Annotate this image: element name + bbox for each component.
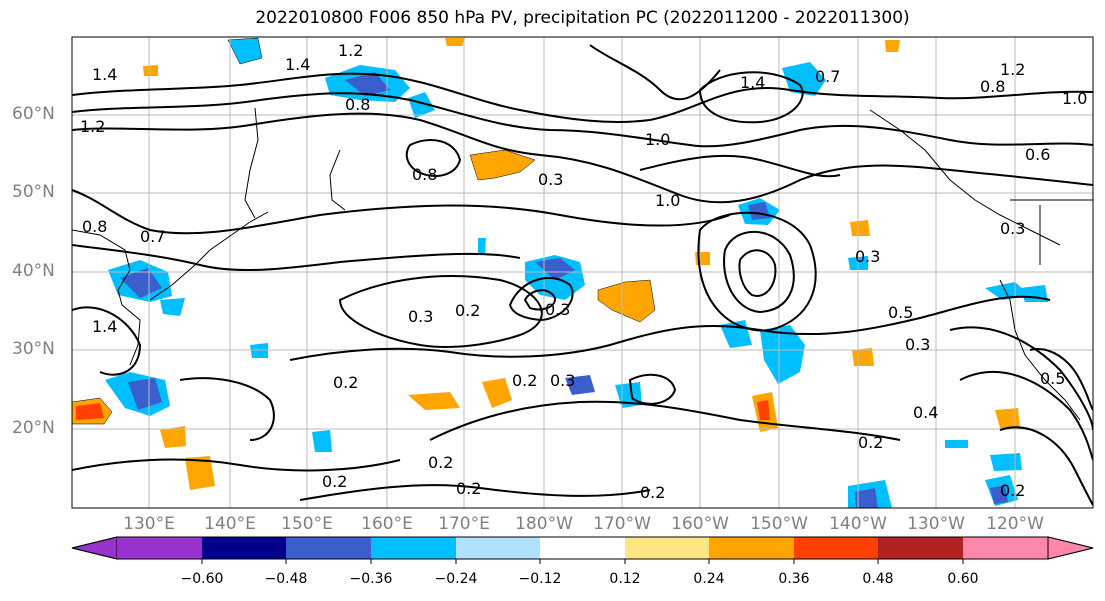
- lat-label-40n: 40°N: [12, 261, 55, 281]
- colorbar-tick-label: 0.24: [693, 571, 725, 587]
- contour-label: 1.2: [338, 41, 363, 60]
- colorbar-cell: [878, 537, 963, 559]
- lon-label: 160°E: [361, 514, 413, 534]
- contour-label: 1.2: [1000, 60, 1025, 79]
- contour-label: 0.3: [550, 371, 575, 390]
- lon-label: 170°W: [593, 514, 651, 534]
- lat-label-60n: 60°N: [12, 104, 55, 124]
- plot-frame: [71, 36, 1094, 509]
- pv-contours: [72, 44, 1093, 506]
- colorbar-cell: [794, 537, 878, 559]
- contour-label: 0.8: [345, 95, 370, 114]
- colorbar-tick-label: −0.60: [180, 571, 224, 587]
- contour-label: 0.3: [855, 247, 880, 266]
- lat-label-50n: 50°N: [12, 182, 55, 202]
- contour-label: 0.8: [412, 165, 437, 184]
- colorbar-cell: [286, 537, 371, 559]
- colorbar-tick-label: −0.48: [264, 571, 308, 587]
- contour-label: 0.2: [455, 301, 480, 320]
- colorbar-right-extension: [1047, 536, 1094, 560]
- colorbar-tick-label: 0.48: [862, 571, 894, 587]
- plot-area: 1.4 1.2 1.4 1.2 0.8 1.0 1.0 0.8 1.4 0.7 …: [72, 37, 1093, 508]
- contour-label: 0.2: [1000, 481, 1025, 500]
- contour-label: 0.7: [140, 227, 165, 246]
- map-title: 2022010800 F006 850 hPa PV, precipitatio…: [255, 8, 910, 28]
- contour-label: 0.4: [913, 403, 938, 422]
- contour-label: 0.5: [888, 303, 913, 322]
- contour-labels: 1.4 1.2 1.4 1.2 0.8 1.0 1.0 0.8 1.4 0.7 …: [80, 41, 1087, 502]
- colorbar-tick-label: −0.36: [349, 571, 393, 587]
- colorbar-tick-label: −0.12: [518, 571, 562, 587]
- colorbar-left-extension: [71, 536, 118, 560]
- contour-label: 0.2: [322, 472, 347, 491]
- colorbar-cell: [371, 537, 456, 559]
- lon-label: 140°E: [204, 514, 256, 534]
- colorbar-cells: [71, 536, 1094, 560]
- colorbar-cell: [963, 537, 1048, 559]
- contour-label: 0.6: [1025, 145, 1050, 164]
- lon-label: 180°W: [515, 514, 573, 534]
- lon-label: 130°E: [123, 514, 175, 534]
- colorbar-tick-label: 0.60: [947, 571, 979, 587]
- contour-label: 0.2: [512, 371, 537, 390]
- contour-label: 0.2: [428, 453, 453, 472]
- contour-label: 0.8: [82, 217, 107, 236]
- contour-label: 0.3: [905, 335, 930, 354]
- coastlines: [72, 107, 1093, 421]
- colorbar-cell: [456, 537, 540, 559]
- colorbar-tick-label: 0.36: [778, 571, 810, 587]
- contour-label: 0.5: [1040, 369, 1065, 388]
- colorbar: [71, 536, 1094, 564]
- colorbar-tick-label: −0.24: [434, 571, 478, 587]
- lat-label-30n: 30°N: [12, 339, 55, 359]
- contour-label: 1.0: [655, 191, 680, 210]
- colorbar-cell: [117, 537, 202, 559]
- contour-label: 1.4: [740, 73, 765, 92]
- contour-label: 0.2: [456, 479, 481, 498]
- colorbar-cell: [202, 537, 286, 559]
- lon-label: 120°W: [986, 514, 1044, 534]
- contour-label: 0.8: [980, 77, 1005, 96]
- contour-label: 0.3: [538, 170, 563, 189]
- lon-label: 150°E: [281, 514, 333, 534]
- lon-label: 160°W: [671, 514, 729, 534]
- lat-label-20n: 20°N: [12, 418, 55, 438]
- contour-label: 1.4: [92, 317, 117, 336]
- colorbar-tick-label: 0.12: [609, 571, 641, 587]
- contour-label: 1.4: [92, 65, 117, 84]
- contour-label: 0.7: [815, 67, 840, 86]
- contour-label: 1.4: [285, 55, 310, 74]
- colorbar-cell: [709, 537, 794, 559]
- precip-shading: [72, 37, 1048, 508]
- colorbar-cell: [625, 537, 709, 559]
- contour-label: 0.3: [1000, 219, 1025, 238]
- lon-label: 130°W: [907, 514, 965, 534]
- contour-label: 1.0: [645, 130, 670, 149]
- contour-label: 0.2: [858, 433, 883, 452]
- contour-label: 0.2: [640, 483, 665, 502]
- lon-label: 170°E: [438, 514, 490, 534]
- contour-label: 1.0: [1062, 89, 1087, 108]
- colorbar-cell: [540, 537, 625, 559]
- lon-label: 140°W: [829, 514, 887, 534]
- contour-label: 0.3: [408, 307, 433, 326]
- grid-lines: [72, 37, 1093, 508]
- lon-label: 150°W: [750, 514, 808, 534]
- contour-label: 1.2: [80, 117, 105, 136]
- colorbar-tickmarks: [201, 559, 964, 564]
- contour-label: 0.2: [333, 373, 358, 392]
- contour-label: 0.3: [545, 300, 570, 319]
